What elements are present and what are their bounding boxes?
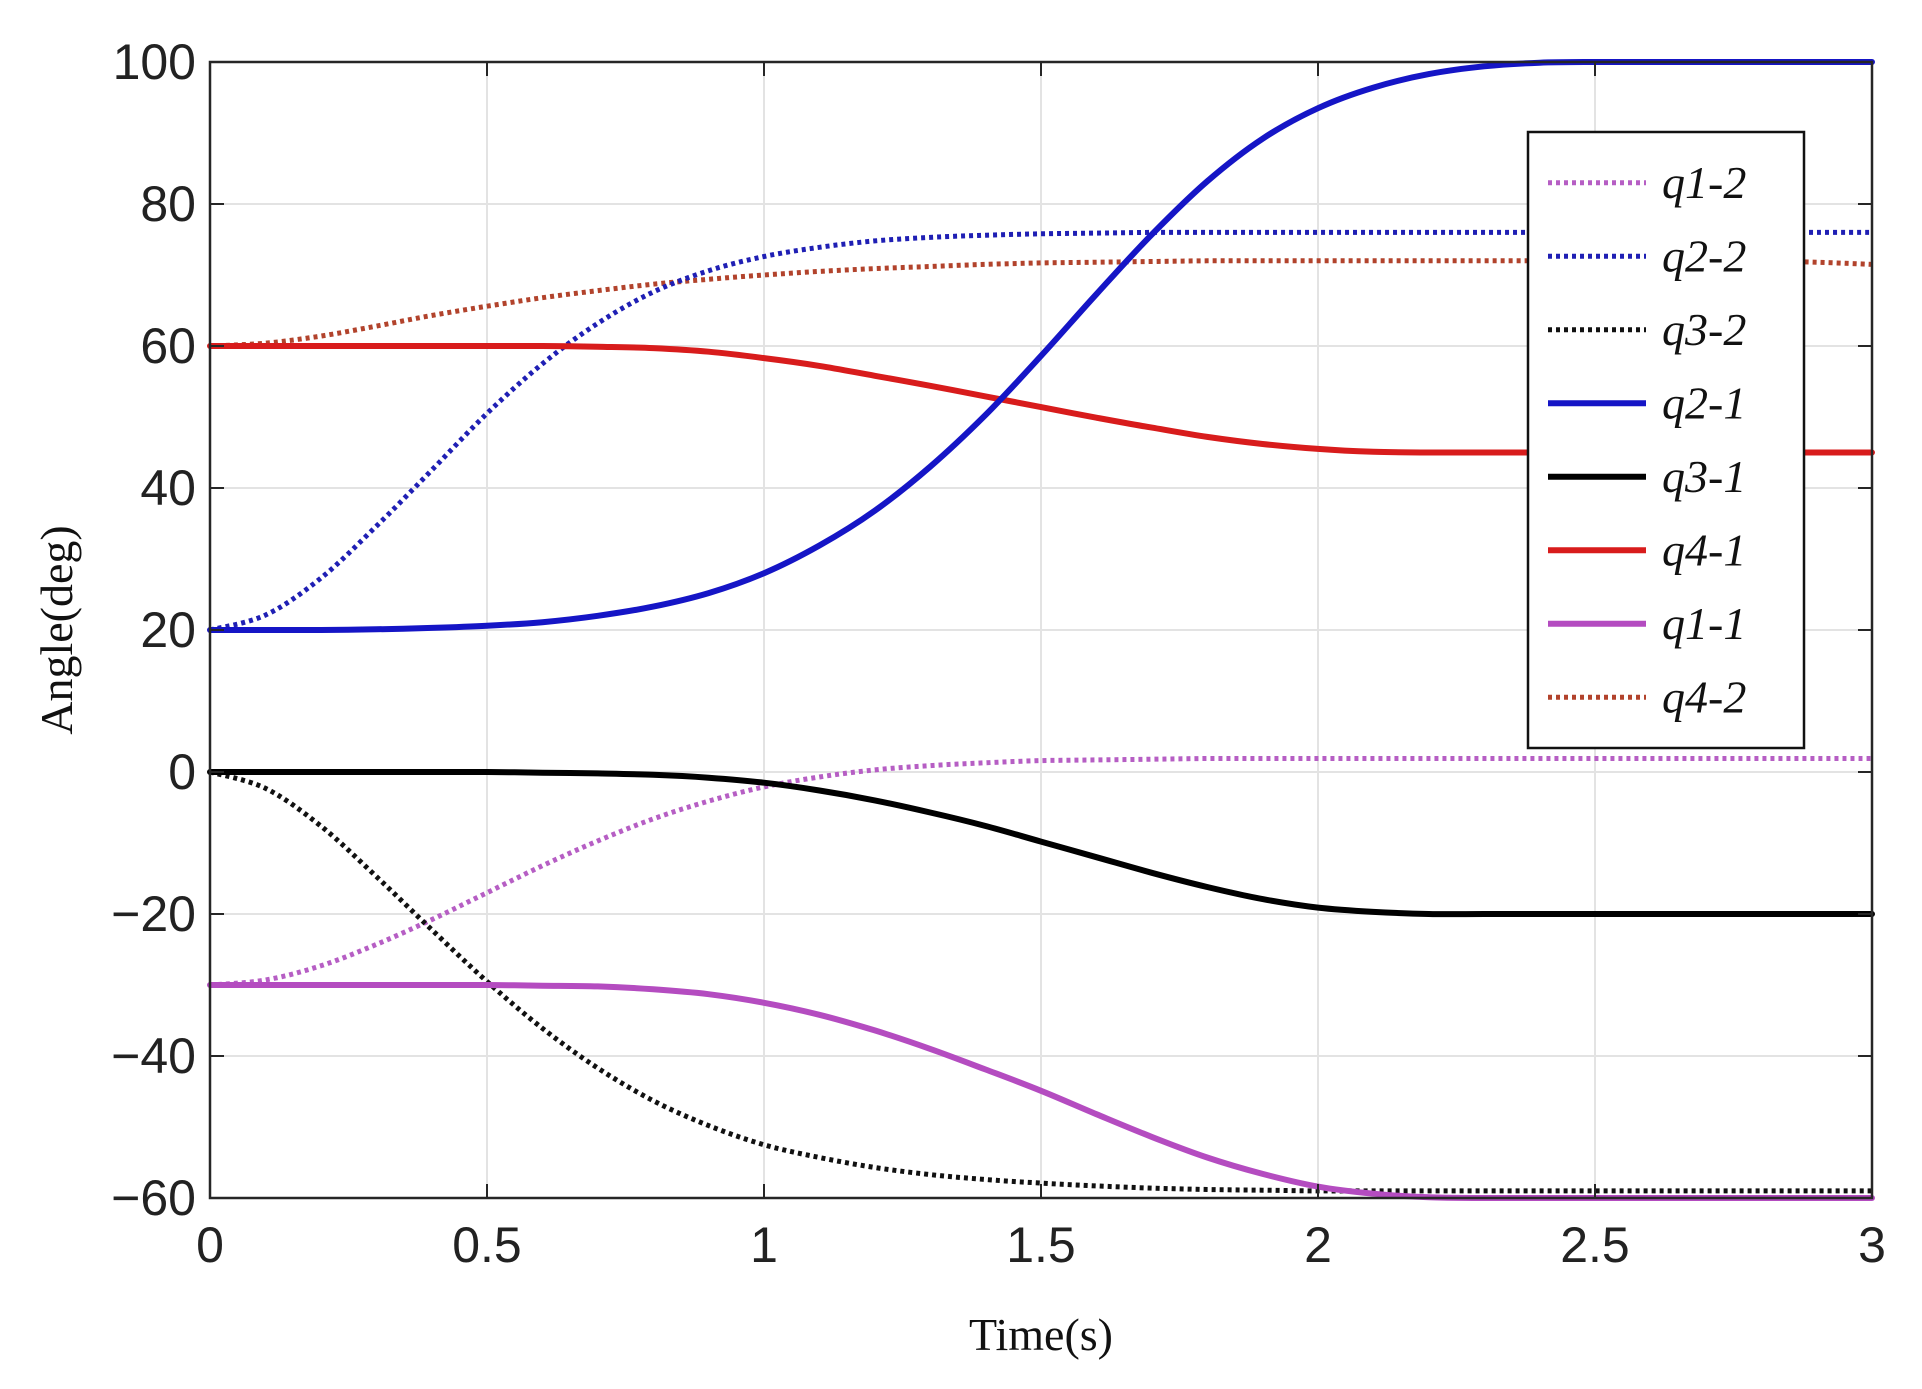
y-tick-label: −20 — [111, 886, 196, 942]
legend-box — [1526, 130, 1806, 750]
y-tick-label: 60 — [140, 318, 196, 374]
legend-label-q4-2: q4-2 — [1662, 671, 1746, 722]
legend-label-q2-2: q2-2 — [1662, 230, 1746, 281]
legend-label-q4-1: q4-1 — [1662, 524, 1746, 575]
x-tick-label: 3 — [1858, 1217, 1886, 1273]
y-tick-label: 20 — [140, 602, 196, 658]
x-tick-label: 2 — [1304, 1217, 1332, 1273]
series-line-q1-2 — [209, 755, 1872, 988]
legend-label-q2-1: q2-1 — [1662, 377, 1746, 428]
legend-label-q3-1: q3-1 — [1662, 451, 1746, 502]
y-axis-title: Angle(deg) — [31, 525, 82, 734]
series-line-q4-2 — [209, 258, 1873, 349]
legend-label-q1-1: q1-1 — [1662, 598, 1746, 649]
x-tick-label: 1 — [750, 1217, 778, 1273]
y-tick-label: 40 — [140, 460, 196, 516]
x-tick-label: 0 — [196, 1217, 224, 1273]
y-tick-label: 80 — [140, 176, 196, 232]
x-tick-label: 0.5 — [452, 1217, 522, 1273]
y-tick-label: −60 — [111, 1170, 196, 1226]
legend-label-q3-2: q3-2 — [1662, 304, 1746, 355]
y-tick-label: 0 — [168, 744, 196, 800]
legend: q1-2 q2-2 q3-2 q2-1 q3-1 q4-1 q1-1 q4-2 — [1526, 130, 1806, 750]
series-line-q3-2 — [209, 769, 1872, 1194]
y-tick-label: 100 — [113, 34, 196, 90]
legend-label-q1-2: q1-2 — [1662, 157, 1746, 208]
series-line-q3-1 — [207, 768, 1875, 918]
x-axis-title: Time(s) — [969, 1309, 1113, 1360]
y-tick-label: −40 — [111, 1028, 196, 1084]
x-tick-label: 1.5 — [1006, 1217, 1076, 1273]
x-tick-label: 2.5 — [1560, 1217, 1630, 1273]
